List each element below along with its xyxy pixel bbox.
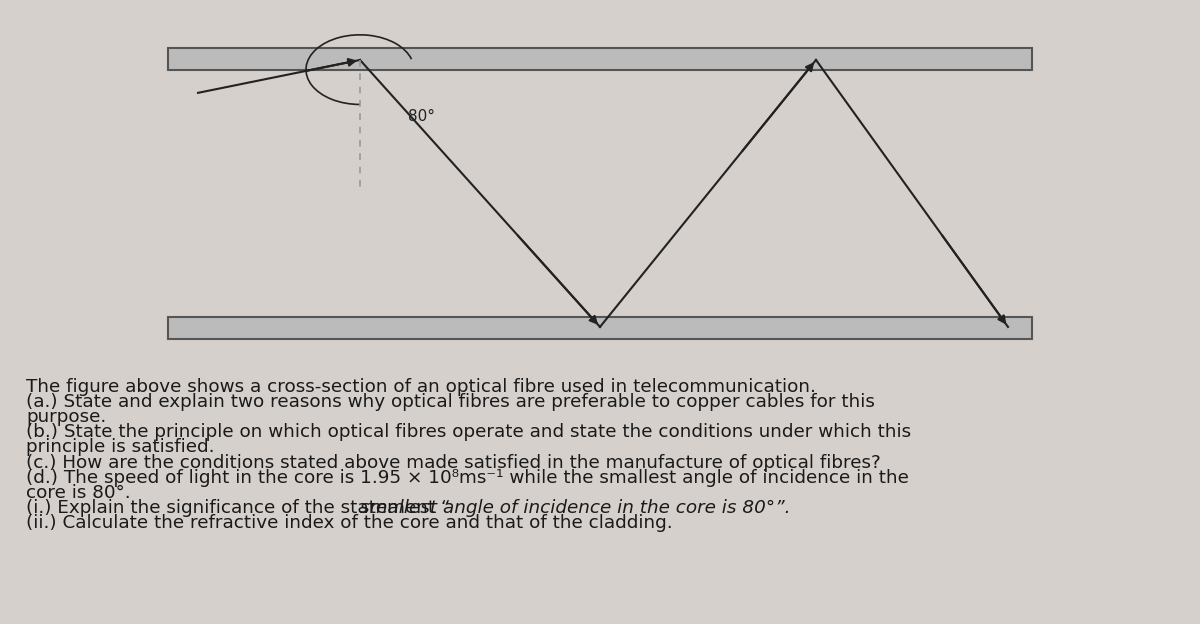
Text: 80°: 80° xyxy=(408,109,434,124)
Text: (b.) State the principle on which optical fibres operate and state the condition: (b.) State the principle on which optica… xyxy=(26,423,912,441)
Text: The figure above shows a cross-section of an optical fibre used in telecommunica: The figure above shows a cross-section o… xyxy=(26,378,816,396)
Text: (a.) State and explain two reasons why optical fibres are preferable to copper c: (a.) State and explain two reasons why o… xyxy=(26,393,875,411)
Bar xyxy=(168,317,1032,338)
Text: smallest angle of incidence in the core is 80°”.: smallest angle of incidence in the core … xyxy=(360,499,791,517)
Text: (i.) Explain the significance of the statement “: (i.) Explain the significance of the sta… xyxy=(26,499,451,517)
Text: purpose.: purpose. xyxy=(26,408,107,426)
Text: (d.) The speed of light in the core is 1.95 × 10⁸ms⁻¹ while the smallest angle o: (d.) The speed of light in the core is 1… xyxy=(26,469,910,487)
Text: core is 80°.: core is 80°. xyxy=(26,484,131,502)
Text: (ii.) Calculate the refractive index of the core and that of the cladding.: (ii.) Calculate the refractive index of … xyxy=(26,514,673,532)
Text: (c.) How are the conditions stated above made satisfied in the manufacture of op: (c.) How are the conditions stated above… xyxy=(26,454,881,472)
Text: principle is satisfied.: principle is satisfied. xyxy=(26,439,215,456)
Bar xyxy=(168,49,1032,70)
